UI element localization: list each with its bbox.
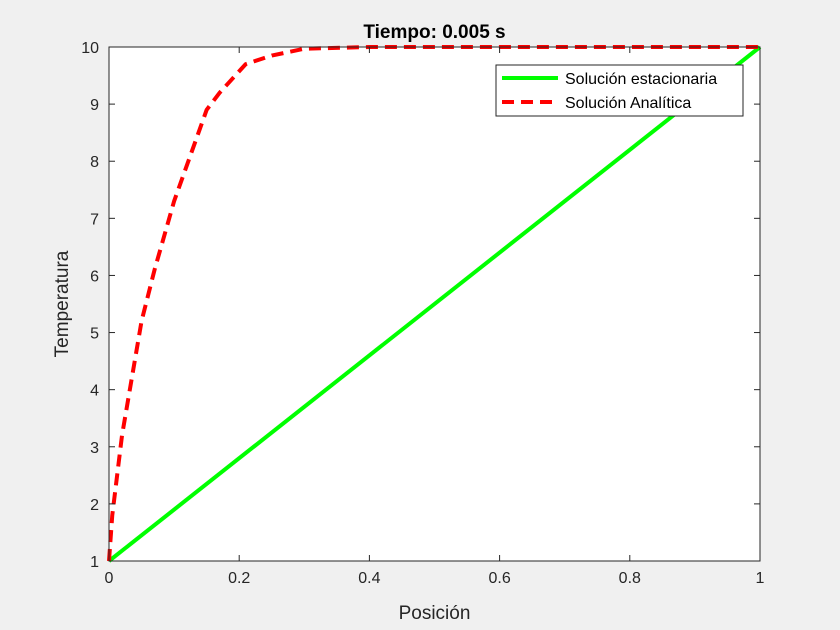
legend-label-analitica: Solución Analítica	[565, 95, 691, 112]
y-tick-label: 9	[90, 97, 99, 114]
y-tick-label: 3	[90, 440, 99, 457]
y-tick-label: 10	[81, 40, 99, 57]
y-tick-label: 4	[90, 383, 99, 400]
y-tick-label: 5	[90, 326, 99, 343]
y-tick-label: 2	[90, 497, 99, 514]
legend-label-estacionaria: Solución estacionaria	[565, 71, 717, 88]
y-axis-label: Temperatura	[52, 250, 73, 357]
x-tick-label: 0	[105, 570, 114, 587]
x-tick-label: 0.8	[619, 570, 641, 587]
x-axis-label: Posición	[399, 603, 471, 624]
x-tick-label: 0.6	[488, 570, 510, 587]
plot-box	[108, 46, 761, 562]
y-tick-label: 6	[90, 268, 99, 285]
x-tick-label: 1	[756, 570, 765, 587]
y-tick-label: 8	[90, 154, 99, 171]
x-tick-label: 0.2	[228, 570, 250, 587]
y-tick-label: 7	[90, 211, 99, 228]
chart-title: Tiempo: 0.005 s	[363, 22, 505, 43]
legend: Solución estacionaria Solución Analítica	[495, 64, 744, 117]
ticks-layer: 0 0.2 0.4 0.6 0.8 1 1 2 3 4 5 6 7 8 9 10	[81, 40, 764, 587]
legend-box	[495, 64, 744, 117]
x-tick-label: 0.4	[358, 570, 380, 587]
series-line-estacionaria	[107, 45, 762, 563]
y-tick-label: 1	[90, 554, 99, 571]
